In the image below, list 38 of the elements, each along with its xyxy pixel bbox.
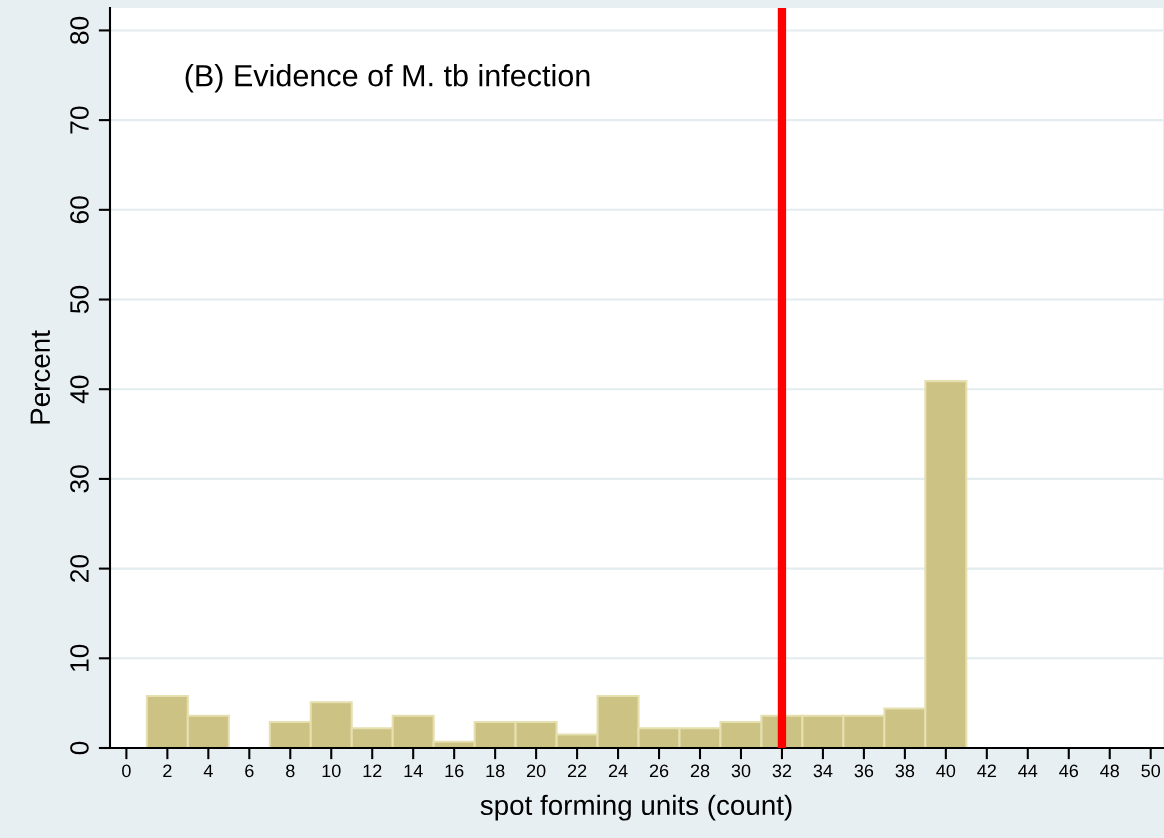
x-tick-label: 22 (567, 764, 587, 778)
x-tick-label: 14 (404, 764, 423, 778)
y-axis-title: Percent (30, 330, 51, 424)
text: (B) Evidence of M. tb infection (185, 64, 590, 93)
y-tick-label: 60 (70, 196, 89, 224)
x-tick-label: 40 (936, 764, 956, 778)
x-tick-label: 8 (286, 764, 295, 778)
x-tick-label: 16 (445, 764, 464, 778)
x-tick-label: 4 (203, 764, 213, 778)
y-tick-label: 50 (70, 285, 89, 314)
x-tick-label: 32 (772, 764, 792, 778)
y-tick-label: 0 (70, 741, 89, 755)
y-tick-label: 40 (70, 375, 89, 404)
x-tick-label: 34 (813, 764, 833, 778)
y-tick-label: 30 (70, 465, 89, 493)
x-axis-title: spot forming units (count) (480, 794, 792, 821)
x-tick-label: 36 (854, 764, 874, 778)
x-tick-label: 10 (322, 764, 341, 778)
x-tick-label: 6 (245, 764, 254, 778)
x-tick-label: 44 (1018, 764, 1038, 778)
x-tick-label: 30 (731, 764, 751, 778)
y-tick-label: 80 (70, 16, 89, 44)
x-tick-label: 0 (122, 764, 131, 778)
x-tick-label: 46 (1059, 764, 1079, 778)
x-tick-label: 38 (895, 764, 915, 778)
x-tick-label: 12 (363, 764, 382, 778)
x-tick-label: 2 (163, 764, 172, 778)
x-tick-label: 28 (690, 764, 710, 778)
y-tick-label: 70 (70, 106, 89, 134)
y-tick-label: 10 (70, 644, 89, 671)
x-tick-label: 42 (977, 764, 996, 778)
y-tick-label: 20 (70, 554, 89, 582)
x-tick-label: 24 (608, 764, 628, 778)
x-tick-label: 50 (1141, 764, 1161, 778)
x-tick-label: 20 (526, 764, 546, 778)
x-tick-label: 48 (1100, 764, 1119, 778)
x-tick-label: 26 (649, 764, 669, 778)
x-tick-label: 18 (486, 764, 505, 778)
